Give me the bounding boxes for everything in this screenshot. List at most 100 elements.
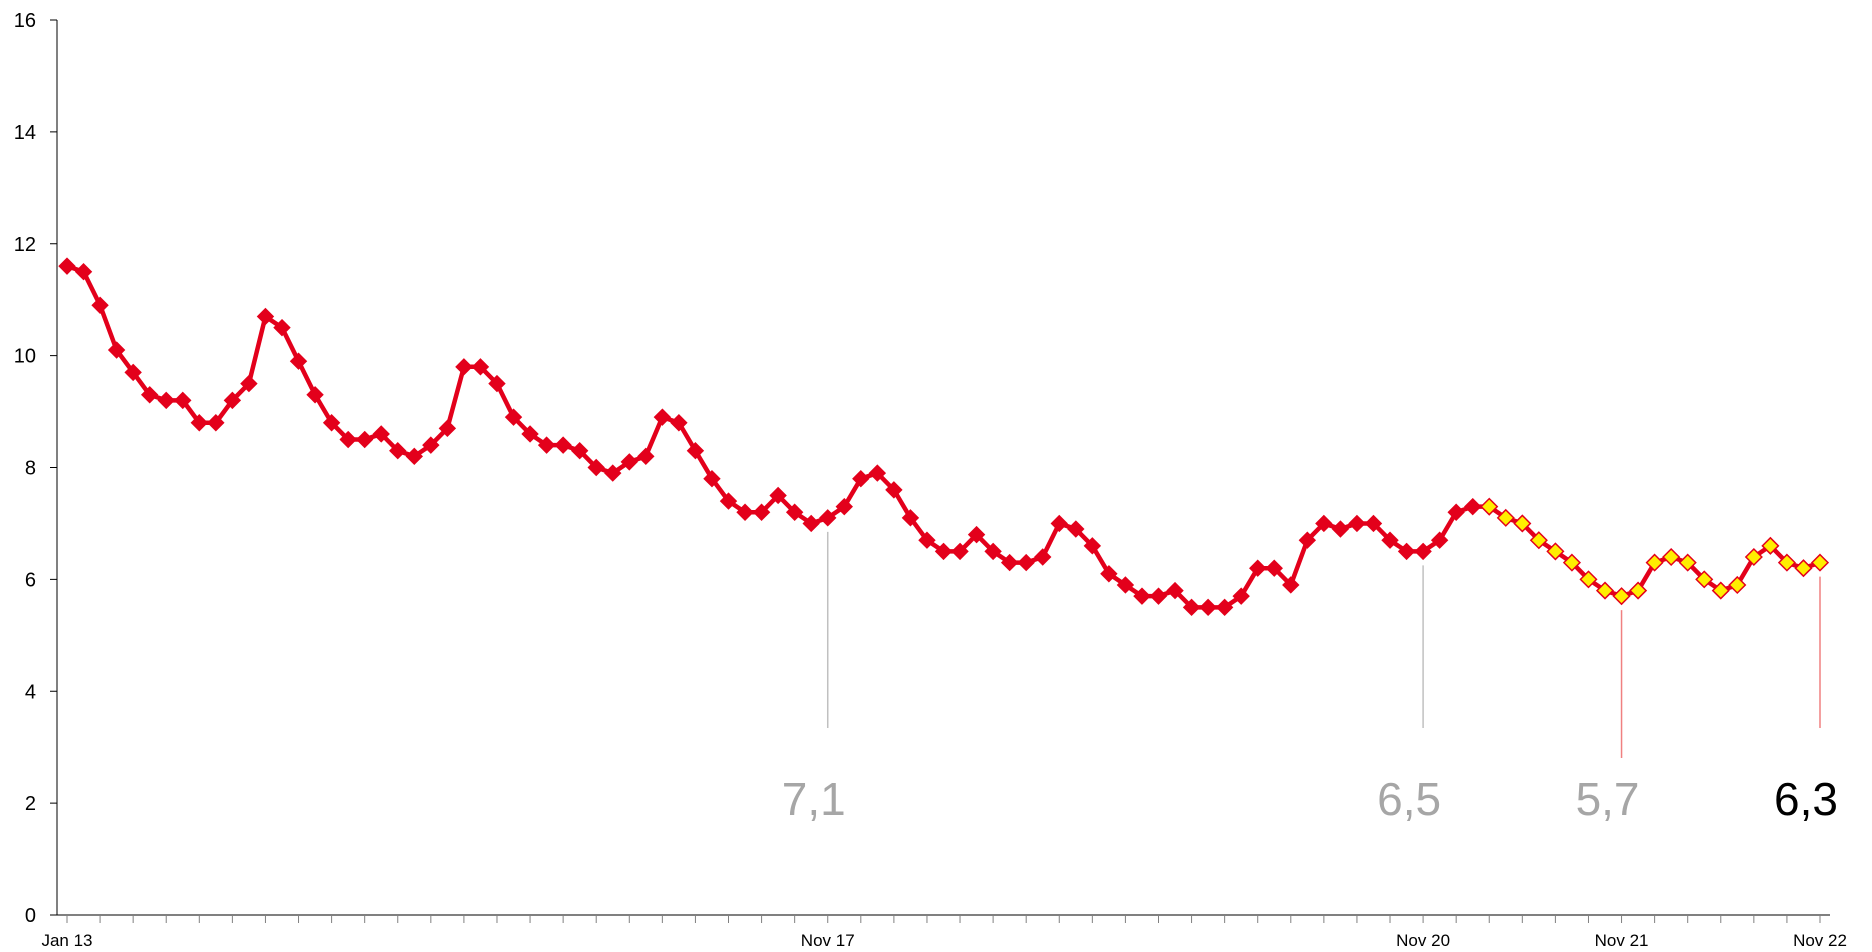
data-point-marker [339, 430, 357, 449]
forecast-point-marker [1496, 508, 1515, 527]
data-point-marker [1298, 531, 1317, 549]
y-tick-label: 12 [14, 234, 36, 256]
data-point-marker [570, 442, 589, 460]
data-point-marker [885, 481, 903, 499]
data-point-marker [868, 464, 887, 482]
data-point-marker [587, 458, 605, 477]
y-tick-label: 10 [14, 346, 36, 368]
data-point-marker [107, 341, 126, 359]
data-point-marker [174, 391, 192, 410]
forecast-point-marker [1480, 497, 1499, 516]
callout-leader-lines [826, 531, 1821, 758]
forecast-point-marker [1810, 553, 1830, 572]
data-point-marker [918, 531, 936, 549]
data-point-marker [372, 425, 390, 443]
data-point-marker [1282, 576, 1300, 594]
forecast-point-marker [1678, 553, 1697, 572]
data-point-marker [124, 363, 142, 382]
data-point-marker [819, 509, 837, 527]
data-point-marker [1149, 587, 1168, 605]
y-tick-label: 4 [25, 681, 36, 703]
data-point-marker [207, 414, 225, 432]
data-point-marker [256, 307, 275, 326]
forecast-point-marker [1579, 570, 1598, 589]
data-point-marker [306, 386, 324, 404]
data-point-marker [140, 386, 159, 404]
data-point-marker [1000, 553, 1019, 572]
y-tick-label: 0 [25, 905, 36, 927]
data-point-marker [422, 436, 440, 454]
forecast-point-marker [1711, 581, 1730, 600]
data-point-marker [190, 414, 209, 432]
data-point-marker [504, 408, 523, 426]
y-tick-label: 6 [25, 569, 36, 591]
data-point-marker [1034, 548, 1052, 566]
forecast-point-marker [1744, 547, 1763, 567]
data-point-marker [537, 436, 556, 454]
x-tick-label: Nov 17 [801, 931, 855, 950]
data-point-marker [1265, 559, 1283, 577]
data-point-marker [637, 447, 655, 466]
forecast-point-marker [1513, 514, 1532, 533]
x-tick-label: Nov 20 [1396, 931, 1450, 950]
callout-value-label: 6,3 [1774, 773, 1838, 825]
data-point-marker [1430, 531, 1449, 549]
x-tick-label: Nov 22 [1793, 931, 1847, 950]
data-point-marker [488, 374, 506, 393]
data-point-marker [1447, 503, 1465, 521]
y-tick-label: 2 [25, 793, 36, 815]
data-point-marker [322, 414, 341, 432]
y-axis: 0 2 4 6 8 10 12 14 16 [14, 10, 58, 927]
data-point-marker [1215, 598, 1234, 617]
data-point-marker [389, 442, 407, 460]
data-point-marker [967, 525, 986, 544]
data-point-marker [719, 492, 738, 510]
data-point-marker [405, 447, 423, 466]
data-point-marker [802, 514, 820, 533]
data-point-marker [58, 257, 76, 275]
data-point-marker [471, 358, 490, 376]
callout-labels: 7,1 6,5 5,7 6,3 [782, 773, 1838, 825]
forecast-point-marker [1761, 536, 1780, 555]
data-point-marker [1017, 553, 1035, 572]
y-tick-label: 14 [14, 122, 36, 144]
data-point-marker [74, 263, 93, 281]
forecast-point-marker [1562, 553, 1581, 572]
data-point-marker [1116, 576, 1135, 594]
data-point-marker [1364, 514, 1383, 533]
data-point-marker [1067, 520, 1085, 538]
callout-value-label: 5,7 [1576, 773, 1640, 825]
data-point-marker [835, 497, 853, 516]
forecast-point-marker [1695, 570, 1714, 589]
data-point-marker [1100, 565, 1118, 583]
data-series [58, 257, 1830, 617]
data-point-marker [1414, 542, 1432, 561]
data-point-marker [1199, 598, 1217, 617]
forecast-point-marker [1595, 581, 1615, 600]
data-point-marker [752, 503, 771, 521]
forecast-point-marker [1662, 547, 1681, 567]
forecast-point-marker [1612, 587, 1631, 606]
data-point-marker [604, 464, 622, 482]
data-point-marker [852, 469, 870, 488]
data-point-marker [703, 469, 721, 488]
data-point-marker [1397, 542, 1416, 561]
data-point-marker [1166, 581, 1184, 600]
data-point-marker [620, 453, 638, 471]
data-point-marker [1315, 514, 1333, 533]
forecast-point-marker [1794, 559, 1813, 578]
y-tick-label: 8 [25, 458, 36, 480]
forecast-point-marker [1728, 575, 1747, 595]
data-point-marker [91, 296, 109, 314]
forecast-point-marker [1529, 531, 1548, 550]
forecast-point-marker [1546, 542, 1565, 561]
x-tick-label: Nov 21 [1595, 931, 1649, 950]
data-point-marker [1249, 559, 1267, 577]
y-tick-label: 16 [14, 10, 36, 32]
data-point-marker [223, 391, 242, 410]
data-point-marker [273, 318, 291, 337]
data-point-marker [355, 430, 374, 449]
data-point-marker [934, 542, 953, 561]
data-point-marker [653, 408, 672, 426]
data-point-marker [1133, 587, 1151, 605]
